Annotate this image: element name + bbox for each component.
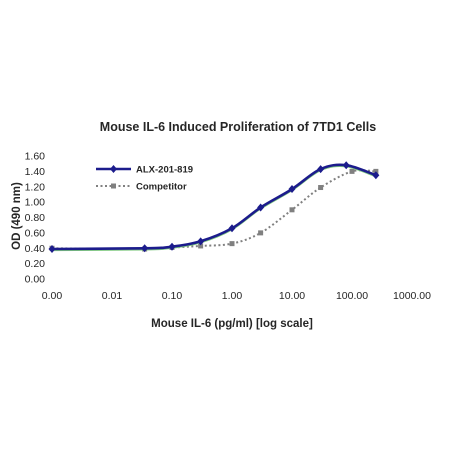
data-point bbox=[342, 161, 350, 170]
x-tick-label: 0.10 bbox=[162, 290, 183, 302]
x-tick-label: 100.00 bbox=[336, 290, 368, 302]
y-axis-ticks: 0.00 0.20 0.40 0.60 0.80 1.00 1.20 1.40 1.60 bbox=[25, 151, 46, 286]
data-point bbox=[288, 185, 296, 194]
y-tick-label: 1.40 bbox=[25, 166, 46, 178]
x-tick-label: 10.00 bbox=[279, 290, 305, 302]
legend: ALX-201-819 Competitor bbox=[96, 165, 193, 193]
y-axis-title: OD (490 nm) bbox=[11, 182, 23, 250]
x-tick-label: 0.00 bbox=[42, 290, 63, 302]
data-point bbox=[48, 245, 56, 254]
data-point bbox=[257, 203, 265, 212]
series-line-alx-201-819 bbox=[51, 163, 377, 251]
x-axis-ticks: 0.00 0.01 0.10 1.00 10.00 100.00 1000.00 bbox=[42, 290, 431, 302]
data-point bbox=[349, 168, 355, 174]
data-point bbox=[198, 243, 204, 249]
data-point bbox=[197, 237, 205, 246]
y-tick-label: 0.40 bbox=[25, 243, 46, 255]
data-point bbox=[168, 242, 176, 251]
y-tick-label: 1.00 bbox=[25, 197, 46, 209]
y-tick-label: 0.20 bbox=[25, 258, 46, 270]
y-tick-label: 0.00 bbox=[25, 274, 46, 286]
legend-marker bbox=[111, 183, 116, 189]
data-point bbox=[258, 230, 264, 236]
data-point bbox=[318, 185, 324, 191]
y-tick-label: 0.80 bbox=[25, 212, 46, 224]
x-tick-label: 0.01 bbox=[102, 290, 123, 302]
x-axis-title: Mouse IL-6 (pg/ml) [log scale] bbox=[151, 318, 313, 330]
data-point bbox=[289, 207, 295, 213]
legend-label: Competitor bbox=[136, 182, 187, 193]
series-layer bbox=[48, 161, 380, 254]
y-tick-label: 1.60 bbox=[25, 151, 46, 163]
data-point bbox=[372, 171, 380, 180]
data-point bbox=[317, 165, 325, 174]
legend-item-competitor: Competitor bbox=[96, 182, 187, 193]
x-tick-label: 1.00 bbox=[222, 290, 243, 302]
legend-label: ALX-201-819 bbox=[136, 165, 193, 176]
data-point bbox=[229, 241, 235, 247]
chart-title: Mouse IL-6 Induced Proliferation of 7TD1… bbox=[100, 120, 376, 134]
legend-marker bbox=[110, 165, 117, 173]
data-point bbox=[228, 224, 236, 233]
data-point bbox=[141, 244, 149, 253]
y-tick-label: 0.60 bbox=[25, 227, 46, 239]
x-tick-label: 1000.00 bbox=[393, 290, 431, 302]
legend-item-alx-201-819: ALX-201-819 bbox=[96, 165, 193, 176]
y-tick-label: 1.20 bbox=[25, 181, 46, 193]
